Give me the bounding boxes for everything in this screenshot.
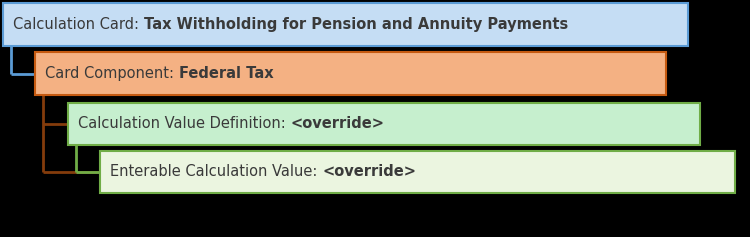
- Text: <override>: <override>: [290, 117, 384, 132]
- Text: Federal Tax: Federal Tax: [178, 66, 273, 81]
- Text: <override>: <override>: [322, 164, 416, 179]
- Text: Enterable Calculation Value:: Enterable Calculation Value:: [110, 164, 322, 179]
- Text: Card Component:: Card Component:: [45, 66, 178, 81]
- Bar: [68, 103, 700, 145]
- Text: Tax Withholding for Pension and Annuity Payments: Tax Withholding for Pension and Annuity …: [144, 17, 568, 32]
- Bar: [100, 151, 735, 193]
- Bar: [35, 52, 666, 95]
- Bar: [3, 3, 688, 46]
- Text: Calculation Value Definition:: Calculation Value Definition:: [78, 117, 290, 132]
- Text: Calculation Card:: Calculation Card:: [13, 17, 144, 32]
